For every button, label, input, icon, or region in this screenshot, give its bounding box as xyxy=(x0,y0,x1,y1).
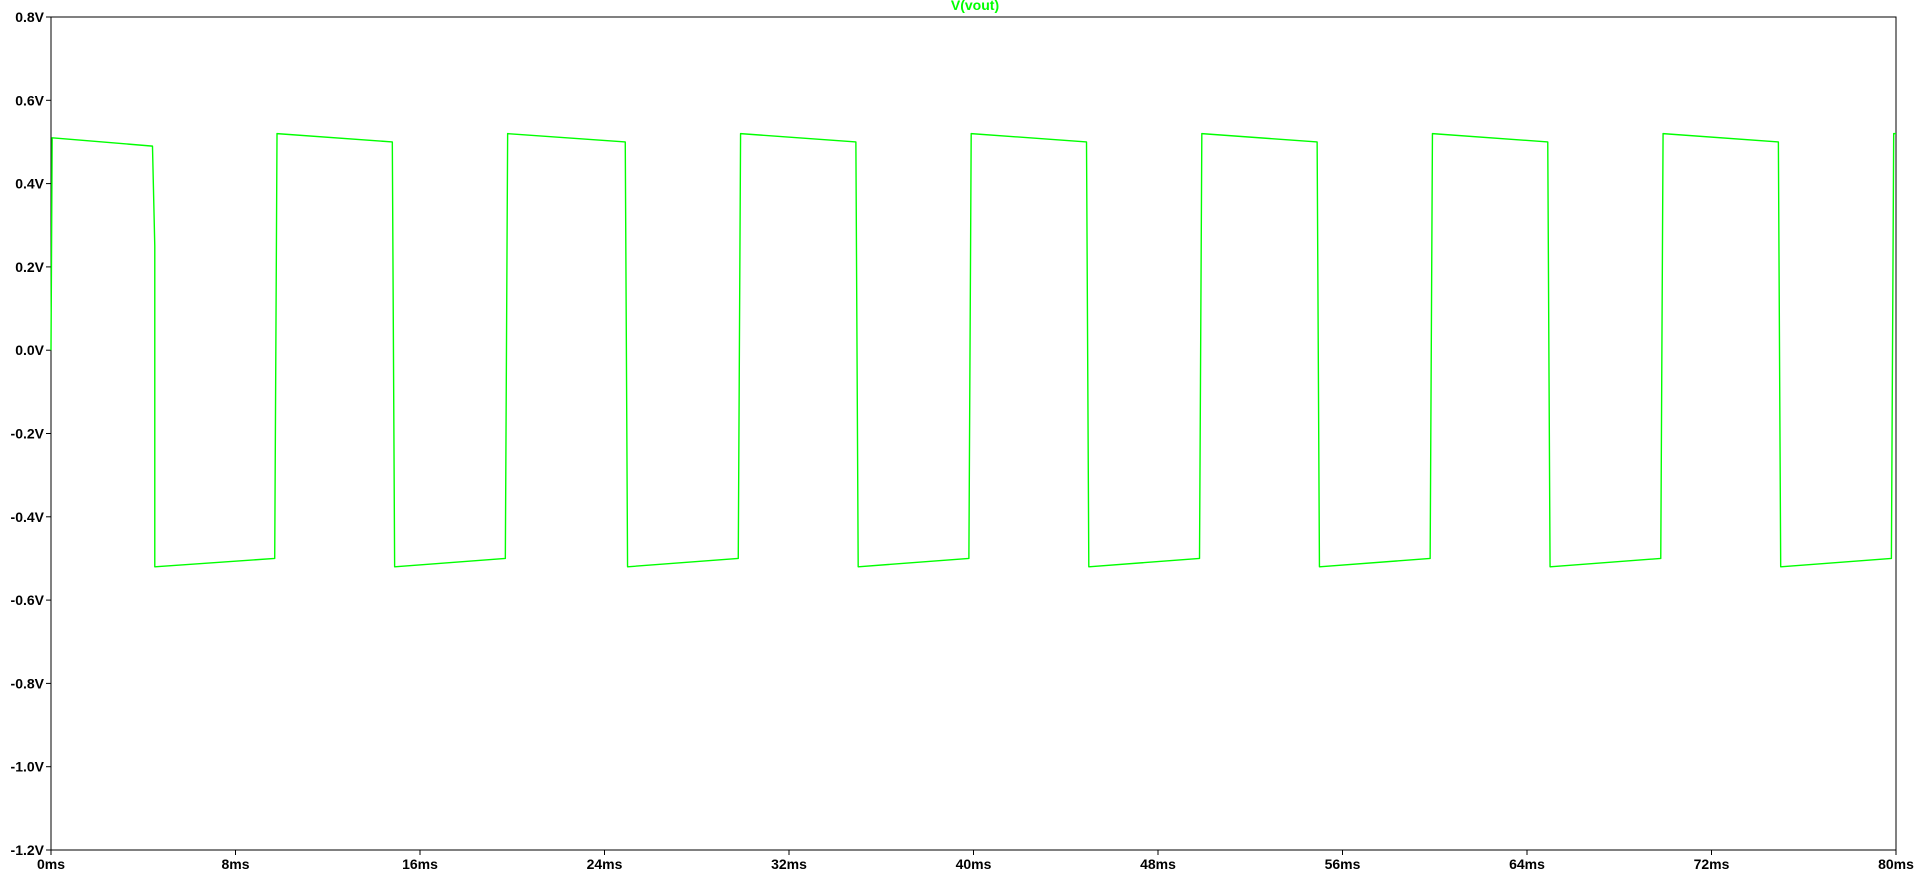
y-tick-label: 0.2V xyxy=(15,259,44,275)
x-tick-label: 8ms xyxy=(221,856,249,872)
y-tick-label: -0.8V xyxy=(11,675,45,691)
x-tick-label: 0ms xyxy=(37,856,65,872)
x-tick-label: 56ms xyxy=(1325,856,1361,872)
x-tick-label: 32ms xyxy=(771,856,807,872)
y-tick-label: 0.6V xyxy=(15,92,44,108)
x-tick-label: 16ms xyxy=(402,856,438,872)
y-tick-label: -0.2V xyxy=(11,426,45,442)
y-axis: 0.8V 0.6V 0.4V 0.2V 0.0V -0.2V -0.4V -0.6V -0.8V… xyxy=(11,9,51,858)
x-tick-label: 80ms xyxy=(1878,856,1914,872)
x-tick-label: 64ms xyxy=(1509,856,1545,872)
y-tick-label: -0.6V xyxy=(11,592,45,608)
y-tick-label: 0.4V xyxy=(15,176,44,192)
x-tick-label: 72ms xyxy=(1694,856,1730,872)
y-tick-label: -0.4V xyxy=(11,509,45,525)
series-line-vout xyxy=(50,132,1896,568)
x-tick-label: 40ms xyxy=(956,856,992,872)
x-tick-label: 24ms xyxy=(587,856,623,872)
y-tick-label: -1.2V xyxy=(11,842,45,858)
x-axis: 0ms 8ms 16ms 24ms 32ms 40ms 48ms 56ms 64ms 72ms 80… xyxy=(37,850,1914,872)
trace-title[interactable]: V(vout) xyxy=(951,0,999,13)
x-tick-label: 48ms xyxy=(1140,856,1176,872)
trace-layer xyxy=(50,132,1896,568)
y-tick-label: -1.0V xyxy=(11,759,45,775)
y-tick-label: 0.0V xyxy=(15,342,44,358)
y-tick-label: 0.8V xyxy=(15,9,44,25)
